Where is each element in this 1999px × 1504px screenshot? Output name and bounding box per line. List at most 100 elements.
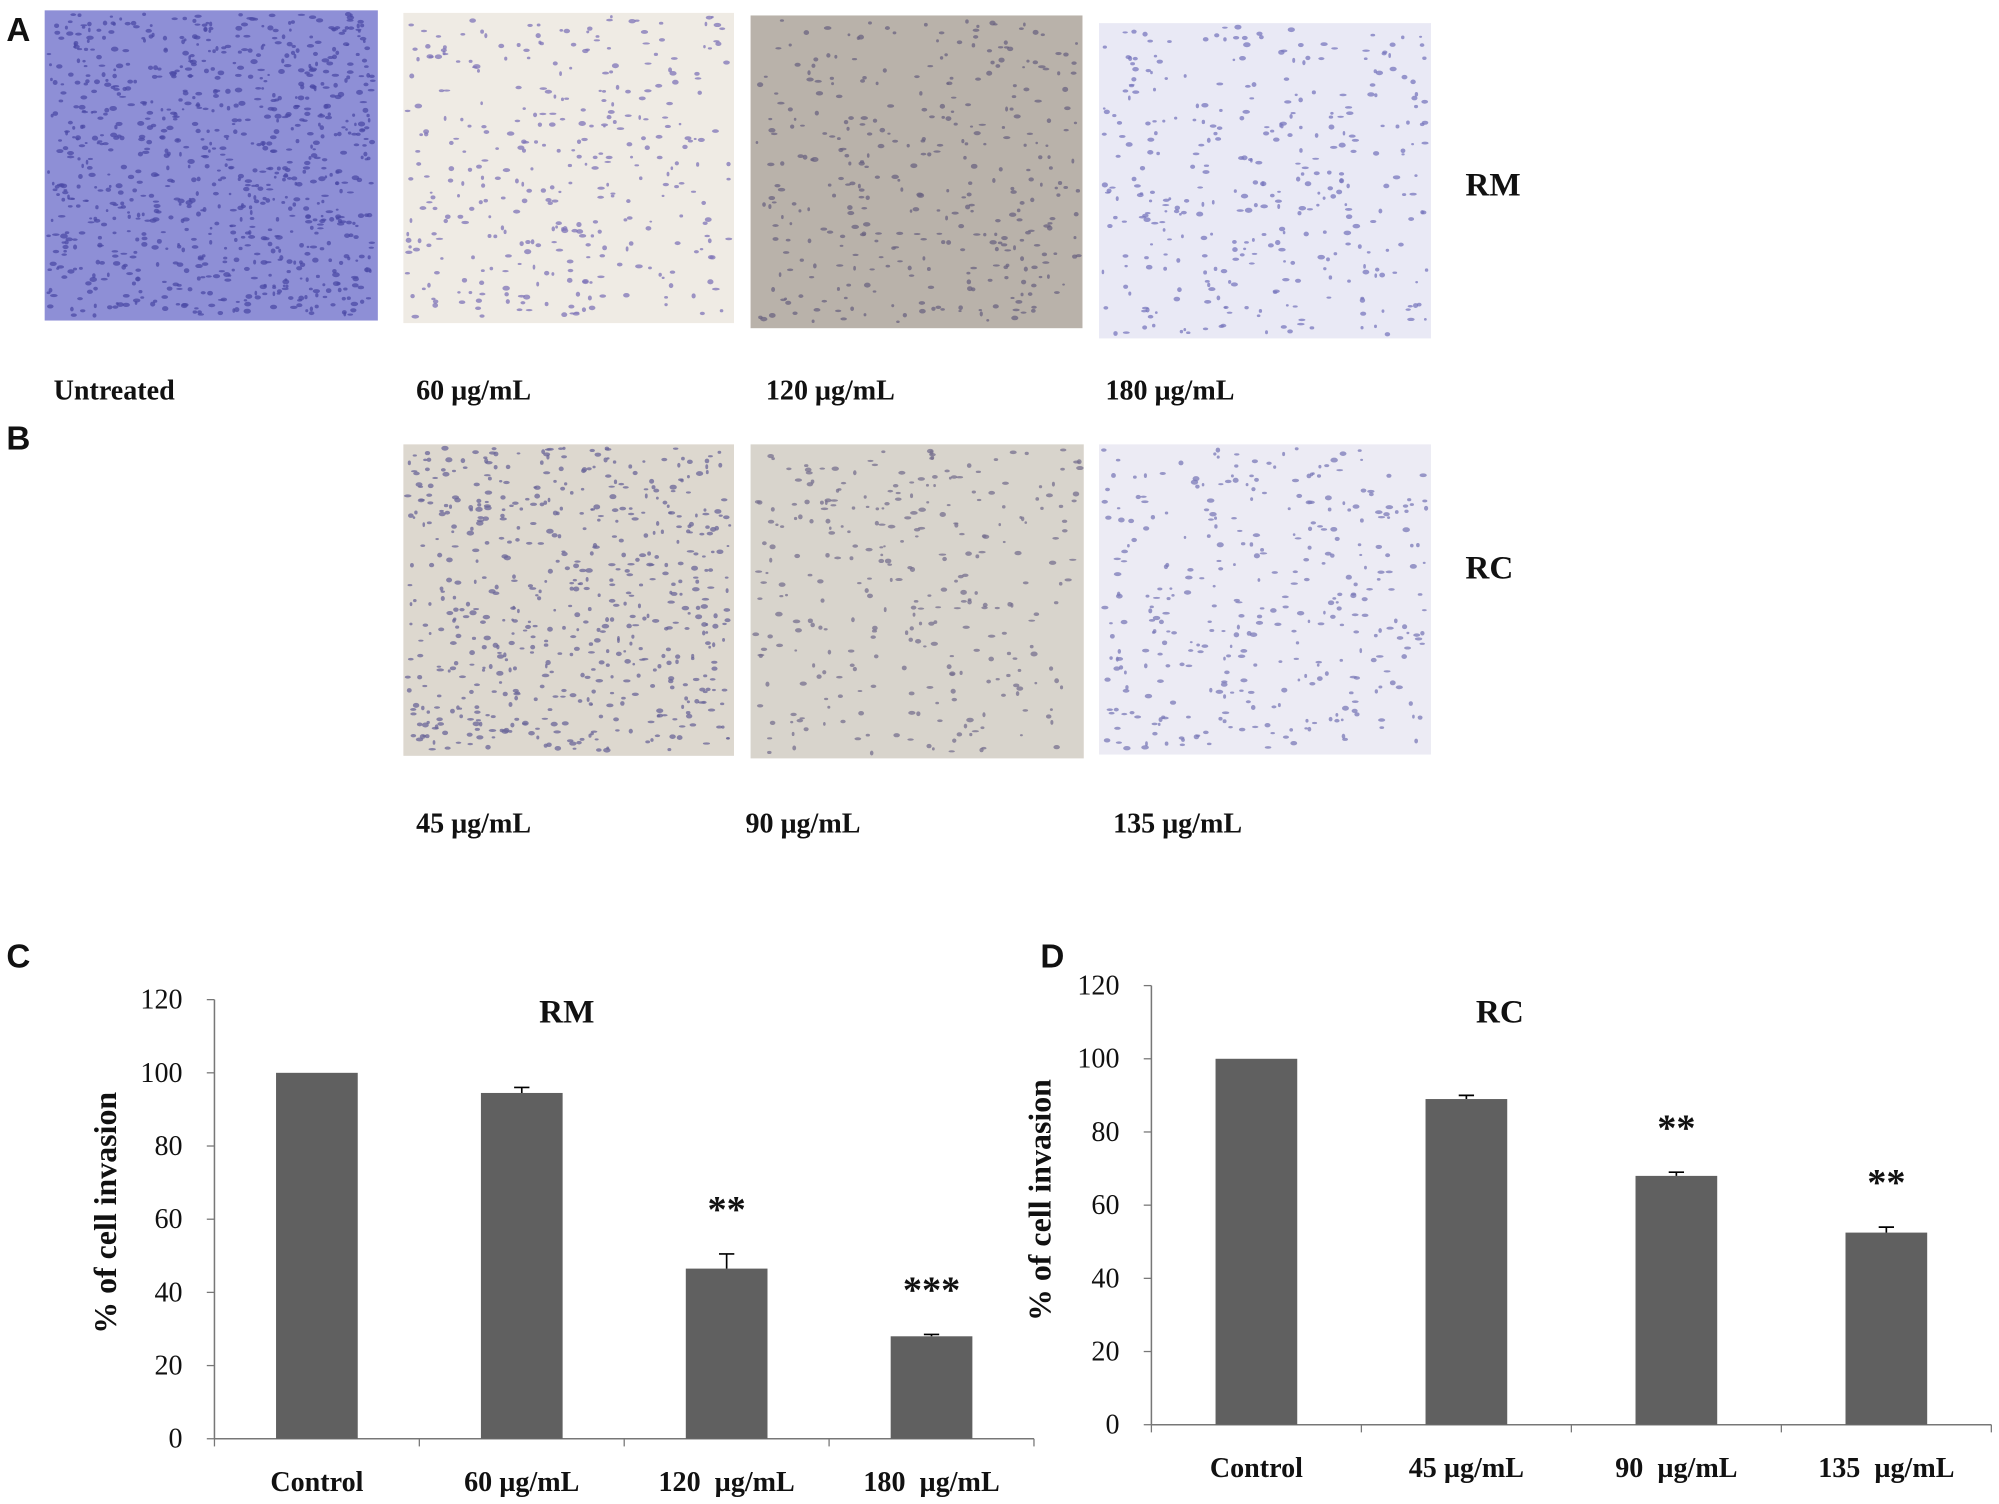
cell xyxy=(994,606,1000,610)
cell xyxy=(516,308,523,312)
cell xyxy=(695,614,703,620)
cell xyxy=(489,266,494,271)
cell xyxy=(241,48,249,52)
cell xyxy=(502,168,511,173)
cell xyxy=(500,513,505,518)
cell xyxy=(1266,461,1272,465)
y-tick-label: 0 xyxy=(1105,1410,1119,1441)
cell xyxy=(1345,214,1353,220)
cell xyxy=(644,493,648,499)
cell xyxy=(200,138,205,141)
cell xyxy=(1345,574,1352,580)
cell xyxy=(601,89,607,93)
cell xyxy=(930,641,938,646)
cell xyxy=(1121,712,1128,716)
cell xyxy=(325,288,332,294)
cell xyxy=(1073,121,1078,125)
cell xyxy=(1344,203,1348,207)
cell xyxy=(153,203,161,208)
cell xyxy=(1260,548,1265,552)
cell xyxy=(1020,292,1024,297)
cell xyxy=(267,25,274,31)
cell xyxy=(1351,708,1358,714)
cell xyxy=(824,697,829,701)
cell xyxy=(166,125,174,131)
micrograph xyxy=(750,15,1083,329)
cell xyxy=(208,29,212,33)
cell xyxy=(208,232,212,236)
cell xyxy=(270,304,278,310)
cell xyxy=(1046,225,1053,231)
cell xyxy=(1069,558,1077,561)
cell xyxy=(609,70,614,74)
cell xyxy=(693,576,699,579)
cell xyxy=(331,73,340,77)
cell xyxy=(1104,191,1111,194)
cell xyxy=(144,147,151,151)
cell xyxy=(162,35,168,41)
cell xyxy=(281,58,285,64)
cell xyxy=(848,116,854,120)
cell xyxy=(566,739,574,743)
cell xyxy=(421,722,429,728)
cell xyxy=(865,733,870,737)
cell xyxy=(436,717,443,722)
cell xyxy=(946,664,952,670)
cell xyxy=(109,105,117,112)
cell xyxy=(691,565,699,571)
cell xyxy=(688,531,693,534)
cell xyxy=(610,194,615,198)
cell xyxy=(306,73,314,77)
cell xyxy=(343,254,350,259)
cell xyxy=(196,43,200,46)
cell xyxy=(669,734,676,739)
cell xyxy=(539,41,544,46)
cell xyxy=(146,125,154,130)
cell xyxy=(357,19,364,24)
cell xyxy=(1164,511,1169,515)
cell xyxy=(458,707,463,710)
cell xyxy=(367,255,371,260)
y-tick-label: 80 xyxy=(154,1131,182,1162)
cell xyxy=(578,120,586,127)
cell xyxy=(828,531,836,535)
cell xyxy=(552,61,558,66)
cell xyxy=(187,159,195,165)
cell xyxy=(1406,120,1410,125)
cell xyxy=(528,731,535,736)
cell xyxy=(1105,515,1112,520)
cell xyxy=(668,676,675,681)
cell xyxy=(1013,114,1021,119)
y-tick-label: 80 xyxy=(1091,1117,1119,1148)
cell xyxy=(228,165,235,170)
cell xyxy=(1303,231,1309,237)
cell xyxy=(545,660,551,666)
cell xyxy=(530,521,537,526)
cell xyxy=(512,666,517,671)
cell xyxy=(1154,311,1158,314)
cell xyxy=(127,214,131,219)
cell xyxy=(1156,151,1160,156)
cell xyxy=(451,524,457,529)
cell xyxy=(615,519,619,523)
cell xyxy=(513,209,521,214)
cell xyxy=(1023,87,1030,92)
cell xyxy=(209,141,213,146)
cell xyxy=(1249,97,1255,100)
cell xyxy=(527,23,533,27)
cell xyxy=(253,97,262,101)
cell xyxy=(1292,305,1298,308)
cell xyxy=(703,44,706,49)
cell xyxy=(335,181,339,185)
cell xyxy=(849,181,856,186)
cell xyxy=(270,248,276,254)
cell xyxy=(1419,473,1427,478)
cell xyxy=(476,498,482,504)
y-axis-label: % of cell invasion xyxy=(1023,1079,1058,1321)
cell xyxy=(235,73,242,77)
cell xyxy=(669,71,677,76)
cell xyxy=(1144,693,1153,699)
cell xyxy=(288,20,292,25)
cell xyxy=(699,247,704,251)
cell xyxy=(1071,499,1077,503)
